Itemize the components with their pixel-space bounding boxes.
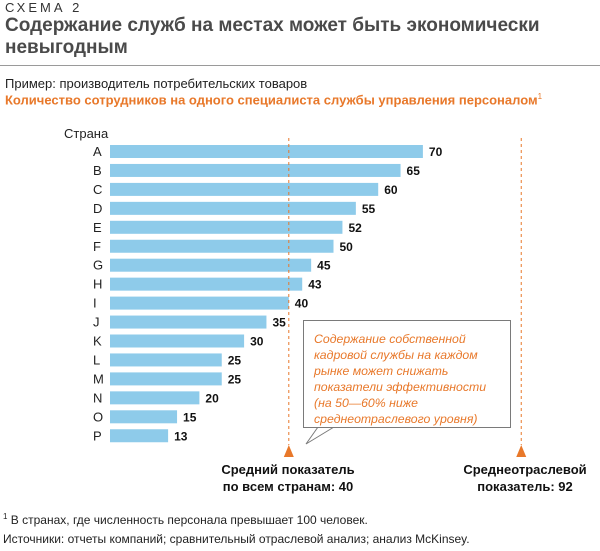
category-label-f: F	[93, 239, 101, 254]
value-label-d: 55	[362, 202, 376, 216]
value-label-g: 45	[317, 259, 331, 273]
chart-subtitle-text: Количество сотрудников на одного специал…	[5, 92, 538, 108]
bar-i	[110, 296, 289, 310]
bar-l	[110, 353, 222, 367]
value-label-o: 15	[183, 410, 197, 424]
average-reference-marker	[283, 445, 294, 457]
bar-o	[110, 410, 178, 424]
bar-f	[110, 239, 334, 253]
category-label-d: D	[93, 201, 102, 216]
bar-k	[110, 334, 245, 348]
value-label-m: 25	[228, 372, 242, 386]
industry-reference-marker	[516, 445, 527, 457]
sources-note: Источники: отчеты компаний; сравнительны…	[3, 532, 470, 546]
value-label-j: 35	[272, 316, 286, 330]
chart-example-note: Пример: производитель потребительских то…	[5, 76, 308, 91]
value-label-f: 50	[340, 240, 354, 254]
bar-n	[110, 391, 200, 405]
value-label-b: 65	[407, 164, 421, 178]
category-axis-header: Страна	[64, 126, 109, 141]
chart-title: Содержание служб на местах может быть эк…	[5, 15, 540, 58]
callout-pointer	[305, 426, 335, 445]
title-divider	[0, 65, 600, 66]
value-label-l: 25	[228, 353, 242, 367]
bar-a	[110, 145, 423, 158]
callout-text: Содержание собственной кадровой службы н…	[314, 332, 487, 426]
category-label-b: B	[93, 163, 102, 178]
category-label-i: I	[93, 296, 97, 311]
chart-subtitle: Количество сотрудников на одного специал…	[5, 92, 542, 107]
value-label-h: 43	[308, 278, 322, 292]
bar-e	[110, 220, 343, 234]
footnote-mark: 1	[3, 512, 8, 521]
value-label-p: 13	[174, 429, 188, 443]
subtitle-footnote-mark: 1	[537, 92, 543, 101]
average-reference-label: Средний показатель по всем странам: 40	[221, 462, 355, 494]
bar-b	[110, 163, 401, 177]
value-label-k: 30	[250, 335, 264, 349]
bar-p	[110, 429, 169, 443]
industry-reference-label: Среднеотраслевой показатель: 92	[463, 462, 587, 494]
value-label-n: 20	[205, 391, 219, 405]
bar-g	[110, 258, 312, 272]
category-label-p: P	[93, 428, 102, 443]
value-label-a: 70	[429, 145, 443, 159]
category-label-j: J	[93, 315, 100, 330]
value-label-c: 60	[384, 183, 398, 197]
bar-j	[110, 315, 267, 329]
value-label-i: 40	[295, 297, 309, 311]
footnote-text: В странах, где численность персонала пре…	[7, 513, 368, 527]
category-label-k: K	[93, 334, 102, 349]
bar-m	[110, 372, 222, 386]
category-label-n: N	[93, 390, 102, 405]
bar-d	[110, 201, 356, 215]
category-label-c: C	[93, 182, 102, 197]
value-label-e: 52	[348, 221, 362, 235]
category-label-a: A	[93, 144, 102, 159]
bar-h	[110, 277, 303, 291]
category-label-o: O	[93, 409, 103, 424]
category-label-l: L	[93, 352, 100, 367]
callout-box: Содержание собственной кадровой службы н…	[303, 320, 511, 428]
bar-c	[110, 182, 379, 196]
category-label-g: G	[93, 258, 103, 273]
category-label-m: M	[93, 371, 104, 386]
figure-kicker: СХЕМА 2	[5, 0, 83, 15]
category-label-e: E	[93, 220, 102, 235]
category-label-h: H	[93, 277, 102, 292]
footnote: 1 В странах, где численность персонала п…	[3, 512, 368, 527]
